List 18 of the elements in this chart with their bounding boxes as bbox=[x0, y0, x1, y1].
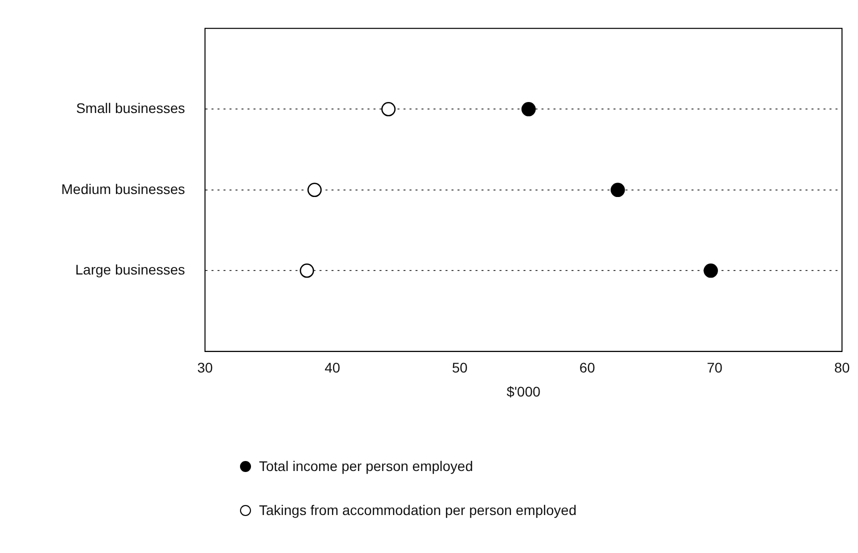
x-tick-label: 80 bbox=[834, 360, 850, 376]
x-tick-label: 70 bbox=[706, 360, 723, 376]
legend-label: Takings from accommodation per person employed bbox=[259, 502, 576, 518]
y-tick-label: Large businesses bbox=[75, 262, 185, 278]
point bbox=[704, 264, 718, 278]
point bbox=[610, 182, 625, 198]
legend-label: Total income per person employed bbox=[259, 458, 474, 474]
point bbox=[300, 264, 314, 278]
point bbox=[381, 102, 396, 116]
x-tick-label: 30 bbox=[197, 360, 213, 376]
x-tick-label: 60 bbox=[579, 360, 596, 376]
point bbox=[307, 182, 322, 198]
x-axis-title: $'000 bbox=[506, 383, 541, 400]
x-tick-label: 50 bbox=[452, 360, 468, 376]
y-tick-label: Medium businesses bbox=[61, 180, 185, 197]
point bbox=[521, 102, 536, 116]
x-tick-label: 40 bbox=[324, 360, 340, 376]
y-tick-label: Small businesses bbox=[76, 100, 185, 116]
